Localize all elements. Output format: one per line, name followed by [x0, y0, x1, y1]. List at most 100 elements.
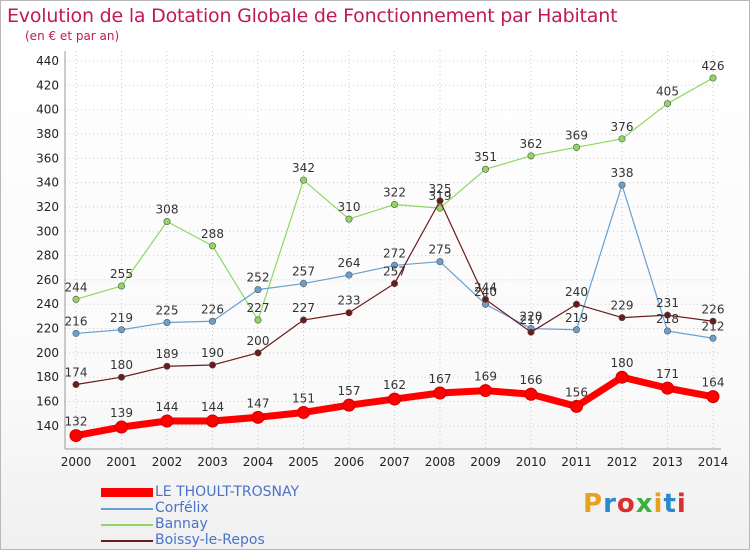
proxiti-logo: Proxiti — [583, 489, 687, 519]
logo-letter: o — [616, 489, 636, 519]
data-point — [663, 311, 671, 319]
x-tick-label: 2005 — [288, 455, 319, 469]
data-label: 351 — [474, 150, 497, 164]
data-point — [254, 349, 262, 357]
data-label: 151 — [292, 391, 315, 405]
data-point — [388, 392, 401, 406]
data-label: 231 — [656, 296, 679, 310]
x-tick-label: 2000 — [61, 455, 92, 469]
data-label: 147 — [247, 396, 270, 410]
data-point — [69, 429, 83, 443]
data-label: 240 — [565, 285, 588, 299]
data-label: 212 — [702, 319, 725, 333]
data-label: 252 — [247, 271, 270, 285]
data-label: 189 — [156, 347, 179, 361]
data-label: 180 — [110, 358, 133, 372]
data-label: 226 — [201, 302, 224, 316]
data-point — [433, 386, 447, 400]
data-point — [251, 410, 265, 424]
data-label: 255 — [110, 267, 133, 281]
data-point — [570, 399, 583, 413]
data-point — [709, 74, 717, 82]
data-point — [390, 261, 398, 269]
data-point — [118, 326, 126, 334]
x-tick-label: 2001 — [106, 455, 137, 469]
data-label: 157 — [338, 384, 361, 398]
data-label: 362 — [520, 137, 543, 151]
y-tick-label: 140 — [36, 419, 59, 433]
y-tick-label: 160 — [36, 395, 59, 409]
data-point — [72, 295, 80, 303]
data-label: 342 — [292, 161, 315, 175]
legend-swatch — [101, 508, 153, 510]
data-label: 325 — [429, 182, 452, 196]
data-label: 171 — [656, 367, 679, 381]
data-label: 180 — [611, 356, 634, 370]
data-label: 174 — [65, 365, 88, 379]
data-point — [206, 414, 219, 428]
y-tick-label: 440 — [36, 54, 59, 68]
x-tick-label: 2009 — [470, 455, 501, 469]
data-point — [160, 414, 174, 428]
y-tick-label: 380 — [36, 127, 59, 141]
data-point — [527, 152, 535, 160]
legend-swatch — [101, 488, 153, 497]
data-label: 162 — [383, 378, 406, 392]
data-label: 244 — [65, 280, 88, 294]
legend-swatch — [101, 524, 153, 526]
x-tick-label: 2007 — [379, 455, 410, 469]
data-point — [436, 258, 444, 266]
legend-label: Bannay — [155, 516, 208, 532]
y-tick-label: 280 — [36, 249, 59, 263]
data-point — [618, 181, 626, 189]
data-label: 144 — [156, 400, 179, 414]
y-tick-label: 220 — [36, 322, 59, 336]
data-point — [115, 420, 128, 434]
legend-label: Corfélix — [155, 500, 209, 516]
data-point — [709, 334, 717, 342]
logo-letter: i — [653, 489, 664, 519]
x-tick-label: 2011 — [561, 455, 592, 469]
x-tick-label: 2013 — [652, 455, 683, 469]
data-label: 219 — [110, 311, 133, 325]
data-point — [118, 282, 126, 290]
x-tick-label: 2002 — [152, 455, 183, 469]
y-tick-label: 420 — [36, 78, 59, 92]
data-point — [390, 201, 398, 209]
data-point — [479, 384, 492, 398]
data-label: 308 — [156, 203, 179, 217]
data-point — [572, 143, 580, 151]
data-point — [254, 316, 262, 324]
data-point — [118, 373, 126, 381]
legend-item-le-thoult-trosnay: LE THOULT-TROSNAY — [101, 484, 361, 501]
data-label: 376 — [611, 120, 634, 134]
data-point — [618, 135, 626, 143]
x-tick-label: 2006 — [334, 455, 365, 469]
data-point — [527, 328, 535, 336]
data-label: 257 — [383, 265, 406, 279]
x-tick-label: 2004 — [243, 455, 274, 469]
data-point — [163, 318, 171, 326]
legend-item-boissy-le-repos: Boissy-le-Repos — [101, 532, 361, 549]
data-point — [709, 317, 717, 325]
data-point — [663, 327, 671, 335]
legend-item-bannay: Bannay — [101, 516, 361, 533]
data-label: 229 — [611, 299, 634, 313]
x-tick-label: 2014 — [698, 455, 729, 469]
data-point — [572, 300, 580, 308]
data-point — [706, 390, 720, 404]
data-point — [345, 271, 353, 279]
data-label: 338 — [611, 166, 634, 180]
logo-letter: P — [583, 489, 604, 519]
data-point — [163, 362, 171, 370]
data-label: 226 — [702, 302, 725, 316]
y-tick-label: 400 — [36, 103, 59, 117]
data-point — [481, 165, 489, 173]
data-point — [345, 215, 353, 223]
data-label: 240 — [474, 285, 497, 299]
data-point — [615, 370, 629, 384]
data-label: 169 — [474, 370, 497, 384]
data-point — [209, 242, 217, 250]
data-label: 219 — [565, 311, 588, 325]
